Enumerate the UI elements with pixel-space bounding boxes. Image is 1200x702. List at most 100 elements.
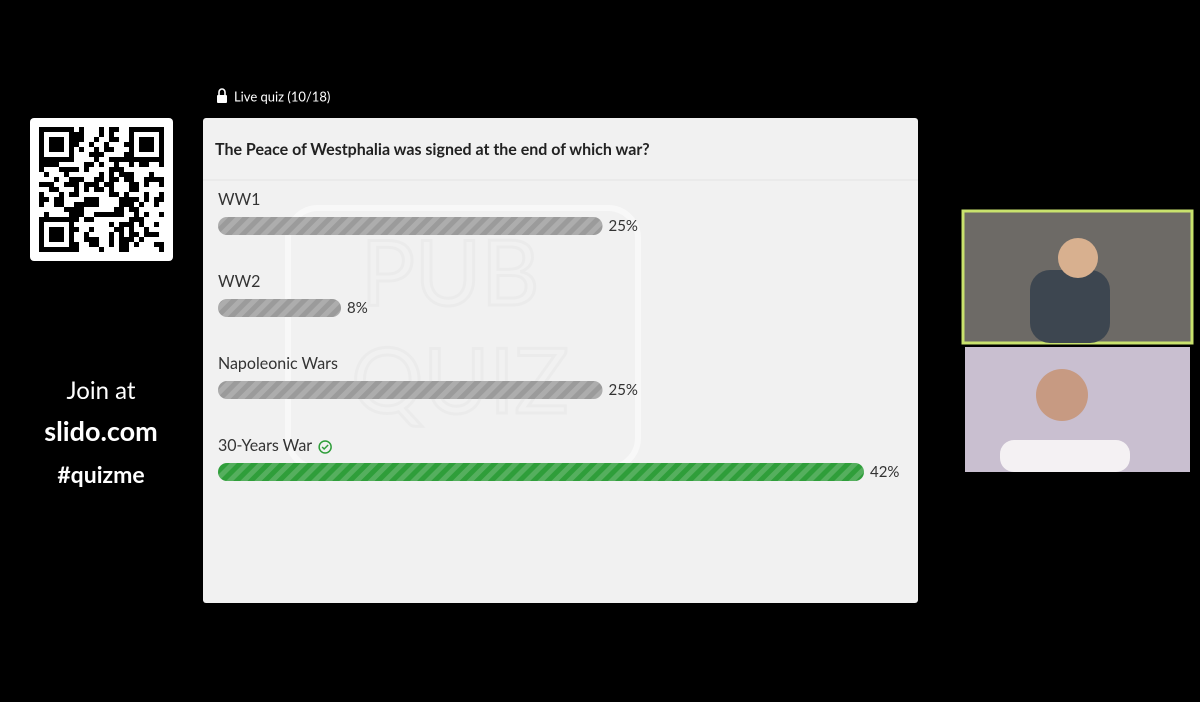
- qr-cell: [89, 182, 94, 187]
- qr-cell: [134, 212, 139, 217]
- value-label: 25%: [609, 217, 638, 235]
- qr-cell: [159, 147, 164, 152]
- qr-cell: [79, 132, 84, 137]
- qr-cell: [84, 217, 89, 222]
- video-person: [1036, 369, 1088, 421]
- qr-cell: [154, 177, 159, 182]
- qr-cell: [69, 192, 74, 197]
- qr-cell: [129, 202, 134, 207]
- qr-cell: [59, 237, 64, 242]
- qr-cell: [79, 212, 84, 217]
- qr-cell: [134, 207, 139, 212]
- qr-cell: [159, 132, 164, 137]
- qr-cell: [89, 242, 94, 247]
- qr-cell: [49, 237, 54, 242]
- watermark-text: QUIZ: [351, 325, 569, 433]
- qr-cell: [69, 152, 74, 157]
- qr-cell: [159, 157, 164, 162]
- qr-cell: [159, 212, 164, 217]
- answer-label: Napoleonic Wars: [218, 354, 338, 373]
- qr-cell: [74, 137, 79, 142]
- qr-cell: [49, 227, 54, 232]
- qr-cell: [79, 202, 84, 207]
- qr-cell: [39, 127, 44, 132]
- answer-label: 30-Years War: [218, 436, 312, 455]
- qr-cell: [99, 162, 104, 167]
- qr-cell: [124, 197, 129, 202]
- qr-cell: [109, 132, 114, 137]
- qr-cell: [129, 162, 134, 167]
- qr-cell: [139, 157, 144, 162]
- qr-cell: [54, 187, 59, 192]
- qr-cell: [149, 127, 154, 132]
- qr-cell: [119, 227, 124, 232]
- qr-cell: [39, 227, 44, 232]
- qr-cell: [39, 152, 44, 157]
- qr-cell: [144, 157, 149, 162]
- qr-cell: [54, 127, 59, 132]
- qr-cell: [39, 147, 44, 152]
- qr-cell: [49, 142, 54, 147]
- qr-cell: [114, 177, 119, 182]
- qr-cell: [144, 177, 149, 182]
- qr-cell: [89, 152, 94, 157]
- qr-cell: [119, 197, 124, 202]
- qr-cell: [39, 232, 44, 237]
- qr-cell: [74, 177, 79, 182]
- qr-cell: [69, 232, 74, 237]
- qr-cell: [64, 217, 69, 222]
- qr-cell: [159, 247, 164, 252]
- qr-cell: [54, 157, 59, 162]
- qr-cell: [134, 232, 139, 237]
- qr-cell: [114, 207, 119, 212]
- qr-cell: [39, 222, 44, 227]
- qr-cell: [69, 222, 74, 227]
- qr-cell: [129, 172, 134, 177]
- answer-label: WW1: [218, 190, 260, 209]
- qr-cell: [44, 157, 49, 162]
- qr-cell: [69, 132, 74, 137]
- bar-stripes: [218, 217, 603, 235]
- qr-cell: [94, 177, 99, 182]
- qr-cell: [144, 147, 149, 152]
- qr-cell: [54, 227, 59, 232]
- qr-cell: [114, 192, 119, 197]
- qr-cell: [74, 247, 79, 252]
- qr-cell: [49, 217, 54, 222]
- qr-cell: [44, 127, 49, 132]
- qr-cell: [74, 142, 79, 147]
- qr-cell: [69, 237, 74, 242]
- qr-cell: [109, 182, 114, 187]
- qr-cell: [74, 242, 79, 247]
- qr-cell: [54, 147, 59, 152]
- qr-cell: [44, 197, 49, 202]
- qr-cell: [79, 147, 84, 152]
- qr-cell: [99, 247, 104, 252]
- qr-cell: [124, 247, 129, 252]
- qr-cell: [49, 182, 54, 187]
- qr-cell: [69, 212, 74, 217]
- qr-cell: [69, 157, 74, 162]
- qr-cell: [144, 197, 149, 202]
- qr-cell: [39, 237, 44, 242]
- qr-cell: [159, 177, 164, 182]
- value-label: 25%: [609, 381, 638, 399]
- qr-cell: [54, 247, 59, 252]
- qr-cell: [144, 137, 149, 142]
- qr-cell: [139, 137, 144, 142]
- qr-cell: [134, 197, 139, 202]
- qr-cell: [74, 132, 79, 137]
- qr-cell: [84, 167, 89, 172]
- qr-cell: [84, 162, 89, 167]
- qr-cell: [89, 217, 94, 222]
- qr-cell: [124, 157, 129, 162]
- qr-cell: [64, 207, 69, 212]
- qr-cell: [144, 212, 149, 217]
- qr-cell: [129, 227, 134, 232]
- join-site: slido.com: [44, 414, 158, 447]
- qr-cell: [129, 127, 134, 132]
- qr-cell: [49, 147, 54, 152]
- qr-cell: [129, 147, 134, 152]
- qr-cell: [119, 202, 124, 207]
- qr-cell: [79, 137, 84, 142]
